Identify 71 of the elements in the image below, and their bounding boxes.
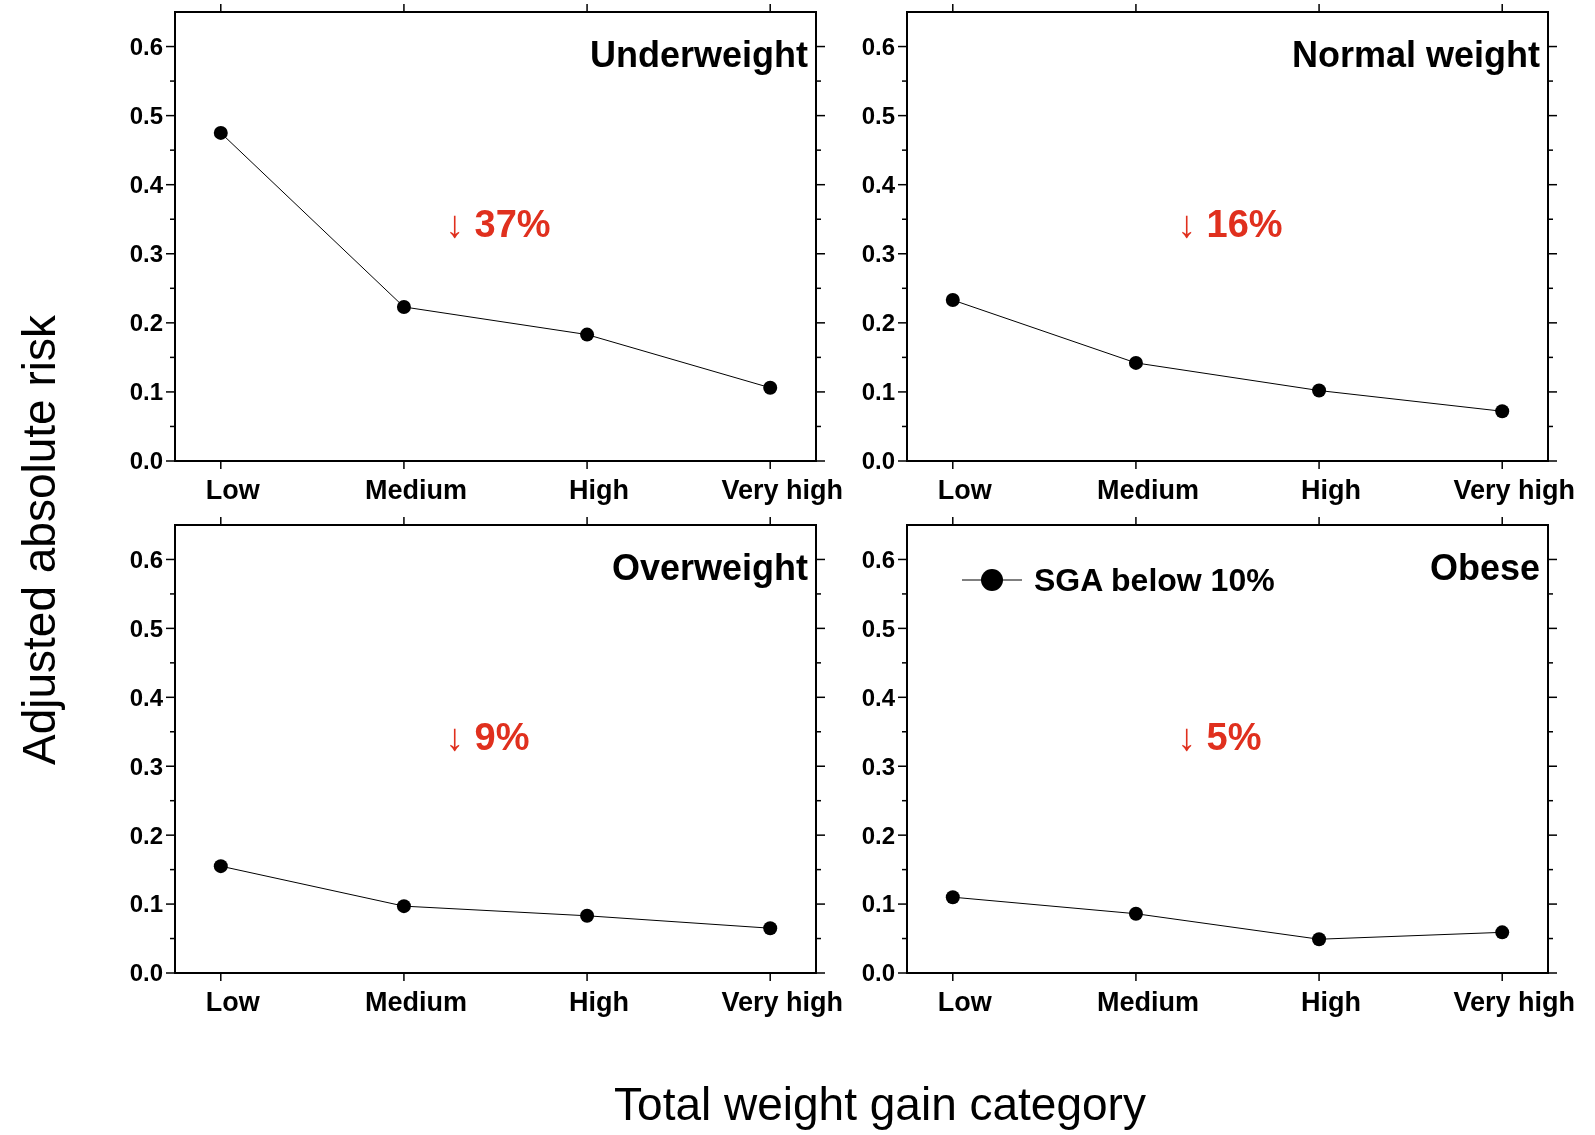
point [1312,383,1327,398]
y-tick-label: 0.3 [129,752,163,780]
x-tick-label: High [1301,987,1362,1017]
x-tick-label: Medium [1096,475,1199,505]
point [580,327,595,342]
x-tick-label: Medium [1096,987,1199,1017]
x-tick-label: Medium [364,987,467,1017]
point [763,380,778,395]
x-tick-label: High [569,987,630,1017]
x-tick-label: High [569,475,630,505]
y-tick-label: 0.2 [861,309,895,337]
point [1312,932,1327,947]
point [213,859,228,874]
text: Obese [1429,547,1540,588]
x-tick-label: Medium [364,475,467,505]
y-tick-label: 0.0 [129,959,163,987]
x-tick-label: Low [205,987,261,1017]
y-tick-label: 0.5 [129,102,163,130]
y-tick-label: 0.4 [129,683,164,711]
y-tick-label: 0.4 [129,171,164,199]
point [945,293,960,308]
y-tick-label: 0.6 [861,32,895,60]
point [763,921,778,936]
y-tick-label: 0.3 [861,240,895,268]
y-tick-label: 0.6 [129,32,163,60]
point [1495,404,1510,419]
legend-label: SGA below 10% [1034,562,1275,599]
x-tick-label: Very high [721,475,843,505]
x-tick-label: Very high [1453,475,1575,505]
y-tick-label: 0.0 [129,447,163,475]
y-tick-label: 0.4 [861,171,896,199]
y-tick-label: 0.1 [129,890,163,918]
y-tick-label: 0.3 [861,752,895,780]
annotation: ↓ 5% [1177,716,1262,758]
y-tick-label: 0.5 [861,102,895,130]
y-tick-label: 0.5 [861,614,895,642]
y-tick-label: 0.2 [861,821,895,849]
point [1128,355,1143,370]
y-tick-label: 0.6 [861,545,895,573]
text: Normal weight [1291,34,1541,75]
y-tick-label: 0.6 [129,545,163,573]
point [396,299,411,314]
y-tick-label: 0.3 [129,240,163,268]
x-axis-title: Total weight gain category [614,1078,1146,1130]
point [396,899,411,914]
point [213,125,228,140]
y-axis-title: Adjusted absolute risk [13,313,65,766]
x-tick-label: High [1301,475,1362,505]
y-tick-label: 0.1 [129,378,163,406]
point [580,908,595,923]
annotation: ↓ 9% [445,716,530,758]
y-tick-label: 0.2 [129,821,163,849]
y-tick-label: 0.4 [861,683,896,711]
annotation: ↓ 16% [1177,203,1283,245]
point [1495,925,1510,940]
point [1128,906,1143,921]
x-tick-label: Low [205,475,261,505]
text: Overweight [611,547,808,588]
y-tick-label: 0.1 [861,378,895,406]
y-tick-label: 0.0 [861,447,895,475]
y-tick-label: 0.0 [861,959,895,987]
point [945,890,960,905]
y-tick-label: 0.1 [861,890,895,918]
x-tick-label: Low [937,475,993,505]
y-tick-label: 0.2 [129,309,163,337]
x-tick-label: Low [937,987,993,1017]
x-tick-label: Very high [721,987,843,1017]
annotation: ↓ 37% [445,203,551,245]
text: Underweight [589,34,808,75]
x-tick-label: Very high [1453,987,1575,1017]
y-tick-label: 0.5 [129,614,163,642]
